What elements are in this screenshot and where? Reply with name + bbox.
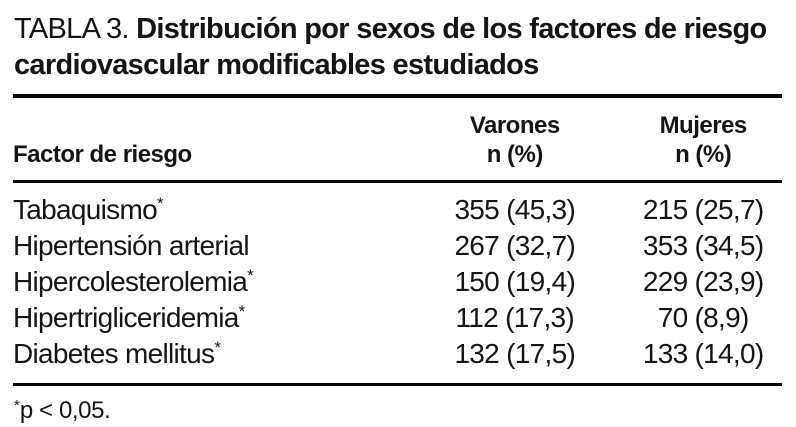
column-header-mujeres-label: Mujeres bbox=[659, 112, 748, 139]
table-title: TABLA 3. Distribución por sexos de los f… bbox=[14, 11, 782, 83]
factor-cell: Diabetes mellitus* bbox=[13, 336, 405, 385]
mujeres-cell: 70 (8,9) bbox=[657, 302, 750, 333]
column-header-factor: Factor de riesgo bbox=[13, 96, 406, 183]
table-title-text: Distribución por sexos de los factores d… bbox=[14, 13, 767, 81]
significance-marker: * bbox=[238, 302, 246, 321]
factor-label: Tabaquismo bbox=[13, 194, 158, 225]
varones-cell: 112 (17,3) bbox=[455, 302, 575, 333]
factor-label: Hipercolesterolemia bbox=[13, 266, 248, 297]
mujeres-cell: 215 (25,7) bbox=[642, 194, 764, 225]
significance-marker: * bbox=[214, 338, 221, 357]
header-row: Factor de riesgo Varones n (%) Mujeres n… bbox=[13, 96, 782, 183]
table-body: Tabaquismo* 355 (45,3) 215 (25,7) Hipert… bbox=[13, 182, 782, 385]
varones-cell: 132 (17,5) bbox=[454, 338, 576, 369]
column-header-varones: Varones n (%) bbox=[405, 96, 625, 183]
factor-label: Hipertensión arterial bbox=[13, 230, 250, 261]
risk-factor-table: Factor de riesgo Varones n (%) Mujeres n… bbox=[13, 94, 782, 386]
mujeres-cell: 133 (14,0) bbox=[642, 338, 764, 369]
column-header-factor-label: Factor de riesgo bbox=[13, 141, 192, 168]
column-header-mujeres-unit: n (%) bbox=[675, 141, 732, 168]
factor-cell: Hipertensión arterial bbox=[13, 228, 405, 264]
mujeres-cell: 229 (23,9) bbox=[642, 266, 764, 297]
column-header-varones-label: Varones bbox=[469, 112, 560, 139]
factor-cell: Hipertrigliceridemia* bbox=[13, 300, 405, 336]
footnote: *p < 0,05. bbox=[14, 396, 782, 426]
factor-cell: Tabaquismo* bbox=[13, 182, 405, 229]
table-row: Hipercolesterolemia* 150 (19,4) 229 (23,… bbox=[13, 264, 782, 300]
table-row: Tabaquismo* 355 (45,3) 215 (25,7) bbox=[13, 182, 782, 229]
table-row: Diabetes mellitus* 132 (17,5) 133 (14,0) bbox=[13, 336, 782, 385]
varones-cell: 355 (45,3) bbox=[454, 194, 576, 225]
column-header-mujeres: Mujeres n (%) bbox=[624, 96, 782, 183]
factor-cell: Hipercolesterolemia* bbox=[13, 264, 405, 300]
footnote-marker: * bbox=[14, 397, 20, 414]
significance-marker: * bbox=[247, 266, 254, 285]
table-row: Hipertrigliceridemia* 112 (17,3) 70 (8,9… bbox=[13, 300, 782, 336]
varones-cell: 150 (19,4) bbox=[454, 266, 576, 297]
factor-label: Hipertrigliceridemia bbox=[13, 302, 239, 333]
table-header: Factor de riesgo Varones n (%) Mujeres n… bbox=[13, 96, 782, 183]
varones-cell: 267 (32,7) bbox=[454, 230, 576, 261]
footnote-text: p < 0,05. bbox=[19, 397, 111, 424]
mujeres-cell: 353 (34,5) bbox=[642, 230, 764, 261]
factor-label: Diabetes mellitus bbox=[13, 338, 215, 369]
table-number-label: TABLA 3. bbox=[14, 13, 129, 45]
column-header-varones-unit: n (%) bbox=[486, 141, 544, 168]
table-row: Hipertensión arterial 267 (32,7) 353 (34… bbox=[13, 228, 782, 264]
significance-marker: * bbox=[156, 194, 164, 213]
